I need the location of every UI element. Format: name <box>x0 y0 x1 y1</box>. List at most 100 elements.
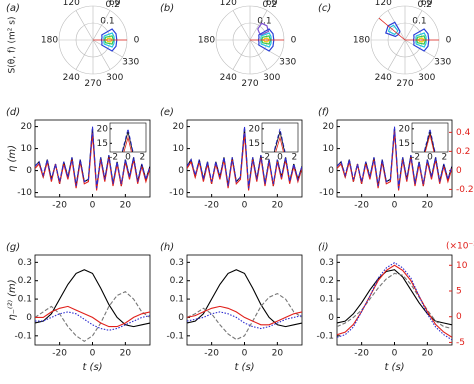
angle-tick-label: 180 <box>353 36 370 46</box>
x-tick-label: 20 <box>120 201 132 211</box>
y-tick-label: -0.1 <box>14 331 32 341</box>
angle-tick-label: 330 <box>434 57 451 67</box>
angular-grid <box>404 39 423 70</box>
angle-tick-label: 90 <box>399 0 411 2</box>
angle-tick-label: 330 <box>122 57 139 67</box>
panel-label: (a) <box>6 3 20 14</box>
angular-grid <box>92 10 111 41</box>
y-tick-label: 0 <box>328 166 334 176</box>
panel-label: (e) <box>160 107 174 118</box>
y-tick-label: 0.3 <box>320 258 334 268</box>
angular-grid <box>232 10 251 41</box>
spectrum-contour <box>260 32 272 48</box>
x-tick-label: 0 <box>242 201 248 211</box>
angle-tick-label: 270 <box>84 79 101 89</box>
angle-tick-label: 120 <box>63 0 80 8</box>
angle-tick-label: 0 <box>291 36 297 46</box>
x-tick-label: -20 <box>204 349 219 359</box>
angle-tick-label: 180 <box>198 36 215 46</box>
angle-tick-label: 300 <box>418 73 435 83</box>
angle-tick-label: 270 <box>241 79 258 89</box>
angle-tick-label: 330 <box>279 57 296 67</box>
y-tick-label: -10 <box>319 188 334 198</box>
x-axis-label: t (s) <box>82 362 102 373</box>
x-tick-label: 0 <box>392 349 398 359</box>
angle-tick-label: 240 <box>375 73 392 83</box>
angular-grid <box>75 10 94 41</box>
series-line <box>275 135 284 152</box>
spectrum-contour <box>415 32 427 48</box>
inset-y-tick-label: 20 <box>97 124 109 134</box>
series-line <box>424 131 436 152</box>
x-tick-label: 0 <box>90 201 96 211</box>
x-tick-label: 20 <box>120 349 132 359</box>
radial-tick-label: 0.2 <box>263 0 277 10</box>
series-line <box>35 291 150 342</box>
series-line <box>424 134 435 152</box>
y-tick-label: 0.2 <box>18 276 32 286</box>
inset-x-tick-label: 0 <box>427 153 433 163</box>
inset-y-tick-label: 15 <box>399 139 410 149</box>
x-tick-label: 0 <box>392 201 398 211</box>
inset-y-tick-label: 20 <box>249 124 261 134</box>
y-tick-label: 0.3 <box>170 258 184 268</box>
y-tick-label: 10 <box>323 144 335 154</box>
angle-tick-label: 120 <box>220 0 237 8</box>
y-tick-label: -10 <box>17 188 32 198</box>
y2-tick-label: 0.2 <box>456 147 470 157</box>
series-line <box>123 135 132 152</box>
y-tick-label: 0.1 <box>170 295 184 305</box>
series-line <box>187 126 302 189</box>
y-tick-label: 0 <box>26 313 32 323</box>
angle-tick-label: 300 <box>263 73 280 83</box>
angle-tick-label: 0 <box>446 36 452 46</box>
angular-grid <box>249 10 268 41</box>
plot-frame <box>186 254 303 346</box>
spectrum-contour <box>257 28 275 52</box>
radial-tick-label: 0.2 <box>106 0 120 10</box>
y2-tick-label: 10 <box>456 261 468 271</box>
y-tick-label: 0 <box>328 313 334 323</box>
series-line <box>35 305 150 328</box>
series-line <box>35 311 150 331</box>
y-tick-label: 0.3 <box>18 258 32 268</box>
spectrum-contour <box>103 32 115 48</box>
angular-grid <box>387 39 406 70</box>
y-tick-label: 20 <box>323 122 335 132</box>
angle-tick-label: 240 <box>220 73 237 83</box>
y-tick-label: 0 <box>178 166 184 176</box>
angular-grid <box>404 10 423 41</box>
y-tick-label: 20 <box>21 122 33 132</box>
series-line <box>187 269 302 328</box>
series-line <box>35 126 150 189</box>
radial-tick-label: 0.2 <box>418 0 432 10</box>
angle-tick-label: 60 <box>109 0 121 8</box>
inset-x-tick-label: 2 <box>140 153 146 163</box>
angle-tick-label: 120 <box>375 0 392 8</box>
inset-x-tick-label: 2 <box>442 153 448 163</box>
series-line <box>187 311 302 330</box>
y-tick-label: 0.2 <box>170 276 184 286</box>
y-tick-label: 0.1 <box>320 295 334 305</box>
angle-tick-label: 270 <box>396 79 413 89</box>
x-tick-label: 20 <box>272 349 284 359</box>
radial-tick-label: 0.1 <box>257 16 271 26</box>
series-line <box>337 272 452 330</box>
angle-tick-label: 90 <box>87 0 99 2</box>
series-line <box>337 126 452 189</box>
x-tick-label: -20 <box>52 201 67 211</box>
spectrum-contour <box>412 28 430 52</box>
y-tick-label: 10 <box>173 144 185 154</box>
y-tick-label: -0.1 <box>316 331 334 341</box>
plot-frame <box>34 254 151 346</box>
angle-tick-label: 60 <box>266 0 278 8</box>
x-tick-label: -20 <box>354 349 369 359</box>
y2-tick-label: -0.2 <box>456 185 474 195</box>
panel-label: (c) <box>318 3 331 14</box>
panel-label: (g) <box>6 242 20 253</box>
inset-x-tick-label: 0 <box>277 153 283 163</box>
y2-tick-label: 0.4 <box>456 128 471 138</box>
series-line <box>337 262 452 341</box>
secondary-direction <box>378 17 406 41</box>
